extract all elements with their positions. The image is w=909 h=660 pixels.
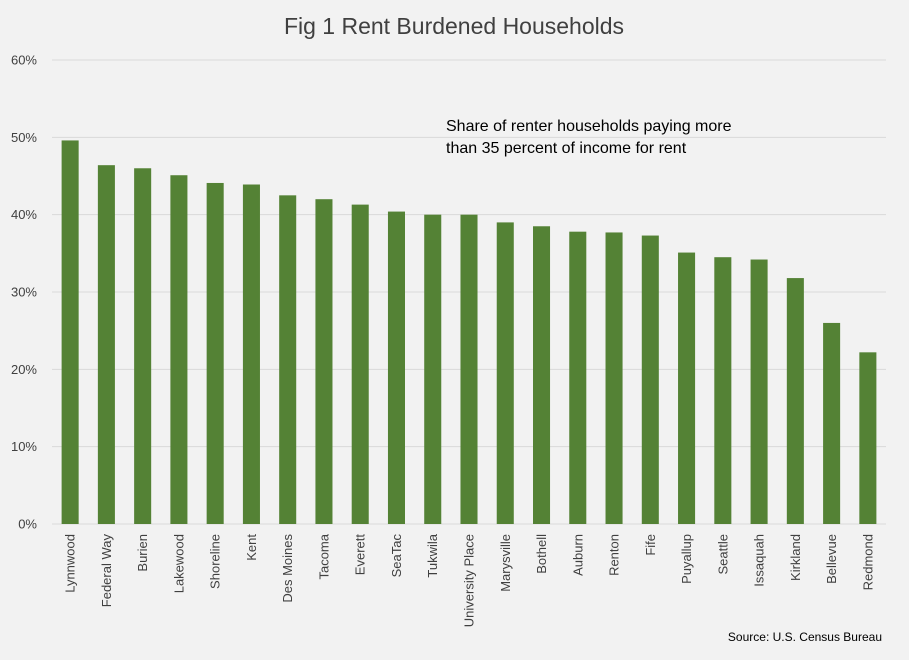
bar-des-moines (279, 195, 297, 525)
x-category-label: Fife (643, 534, 658, 556)
annotation-line-2: than 35 percent of income for rent (446, 140, 687, 157)
x-category-label: Puyallup (679, 534, 694, 584)
x-category-label: University Place (462, 534, 477, 627)
y-tick-label: 40% (11, 207, 37, 222)
x-category-label: Federal Way (99, 534, 114, 608)
bar-redmond (859, 352, 877, 524)
x-category-label: Lynnwood (63, 534, 78, 593)
bar-lynnwood (61, 140, 79, 524)
bar-bothell (533, 226, 551, 524)
y-tick-label: 50% (11, 130, 37, 145)
bar-seattle (714, 257, 732, 524)
bar-issaquah (750, 259, 768, 524)
y-tick-label: 20% (11, 362, 37, 377)
bar-puyallup (678, 252, 696, 524)
x-category-label: Renton (607, 534, 622, 576)
chart-title: Fig 1 Rent Burdened Households (284, 13, 624, 39)
x-category-label: Kirkland (788, 534, 803, 581)
x-category-label: Kent (244, 534, 259, 561)
bar-kent (242, 184, 260, 525)
y-tick-label: 10% (11, 439, 37, 454)
y-tick-label: 30% (11, 285, 37, 300)
bar-bellevue (823, 322, 841, 524)
bar-lakewood (170, 175, 188, 524)
bar-everett (351, 204, 369, 524)
bar-renton (605, 232, 623, 524)
y-tick-label: 60% (11, 53, 37, 68)
x-category-label: Tacoma (316, 533, 331, 579)
x-category-label: Redmond (860, 534, 875, 590)
x-category-label: SeaTac (389, 534, 404, 578)
bar-tukwila (424, 214, 442, 524)
x-category-label: Bothell (534, 534, 549, 574)
bar-tacoma (315, 199, 333, 524)
x-category-label: Issaquah (752, 534, 767, 587)
bars (61, 140, 877, 525)
y-axis-tick-labels: 0% 10% 20% 30% 40% 50% 60% (11, 53, 37, 532)
x-category-label: Tukwila (425, 533, 440, 577)
x-category-label: Bellevue (824, 534, 839, 584)
source-note: Source: U.S. Census Bureau (728, 630, 882, 644)
bar-university-place (460, 214, 478, 524)
annotation-line-1: Share of renter households paying more (446, 118, 732, 135)
y-tick-label: 0% (18, 517, 37, 532)
bar-burien (134, 168, 152, 524)
x-category-label: Everett (353, 534, 368, 576)
x-axis-category-labels: Lynnwood Federal Way Burien Lakewood Shoreli… (63, 533, 876, 627)
x-category-label: Des Moines (280, 534, 295, 603)
x-category-label: Burien (135, 534, 150, 572)
bar-federal-way (97, 165, 115, 524)
bar-shoreline (206, 182, 224, 524)
bar-seatac (387, 211, 405, 524)
bar-marysville (496, 222, 514, 524)
x-category-label: Marysville (498, 534, 513, 592)
x-category-label: Auburn (570, 534, 585, 576)
bar-auburn (569, 231, 587, 524)
x-category-label: Shoreline (208, 534, 223, 589)
bar-kirkland (786, 278, 804, 524)
x-category-label: Seattle (715, 534, 730, 574)
x-category-label: Lakewood (171, 534, 186, 593)
bar-fife (641, 235, 659, 524)
